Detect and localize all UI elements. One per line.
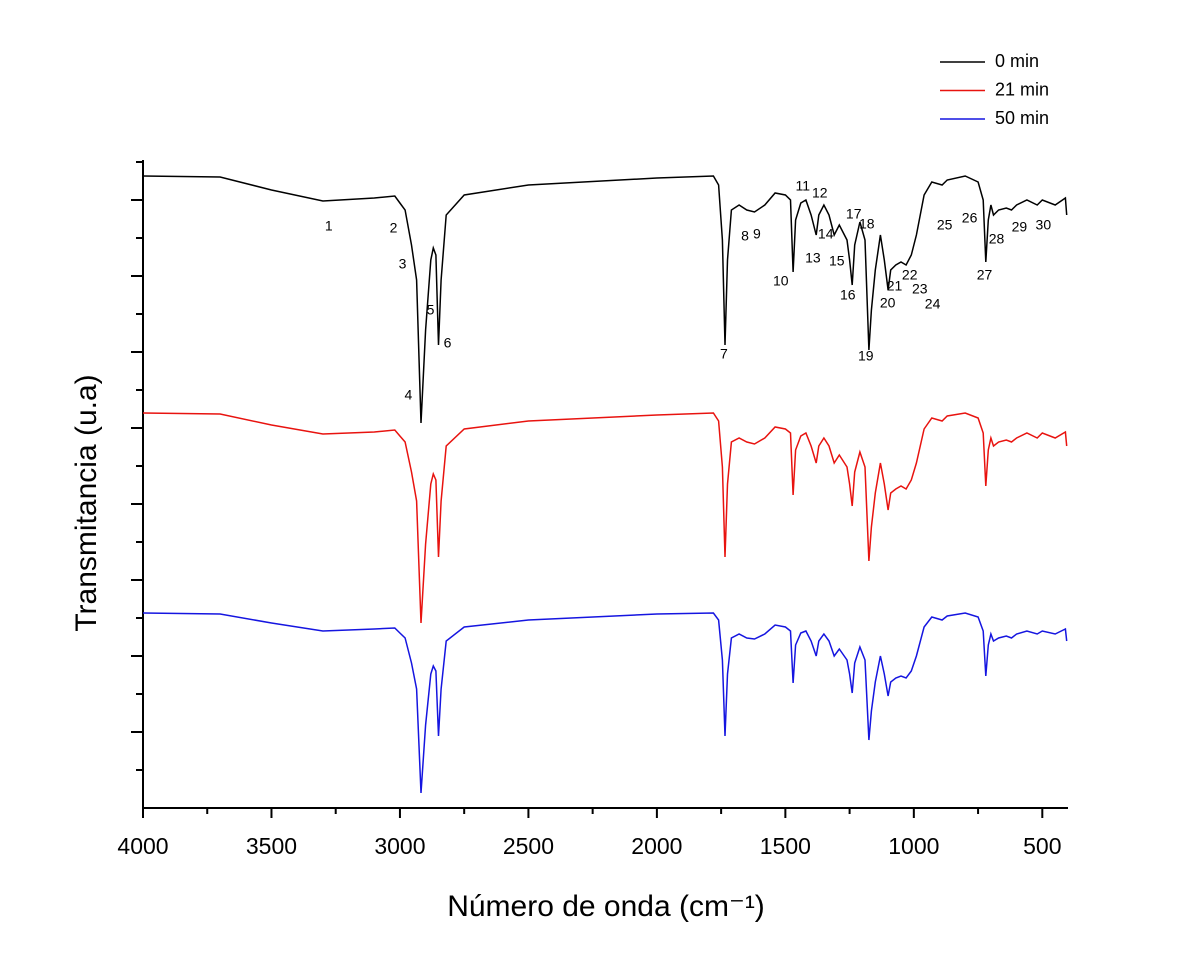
peak-label: 4 xyxy=(405,387,413,403)
peak-label: 18 xyxy=(859,216,875,232)
peak-label: 9 xyxy=(753,226,761,242)
series-line xyxy=(142,175,1068,424)
peak-label: 27 xyxy=(977,267,993,283)
series-line xyxy=(142,612,1068,794)
x-tick-label: 4000 xyxy=(117,833,168,859)
peak-label: 16 xyxy=(840,287,856,303)
peak-label: 1 xyxy=(325,218,333,234)
peak-label: 20 xyxy=(880,295,896,311)
peak-label: 24 xyxy=(925,296,941,312)
peak-label: 5 xyxy=(427,302,435,318)
peak-label: 23 xyxy=(912,281,928,297)
x-tick-label: 2500 xyxy=(503,833,554,859)
peak-label: 13 xyxy=(805,250,821,266)
peak-label: 26 xyxy=(962,210,978,226)
peak-label: 29 xyxy=(1012,219,1028,235)
peak-label: 12 xyxy=(812,185,828,201)
peak-label: 22 xyxy=(902,267,918,283)
peak-label: 19 xyxy=(858,348,874,364)
peak-label: 15 xyxy=(829,253,845,269)
x-tick-label: 2000 xyxy=(631,833,682,859)
peak-label: 2 xyxy=(390,220,398,236)
legend-label: 21 min xyxy=(995,79,1049,99)
x-tick-label: 1000 xyxy=(888,833,939,859)
peak-label: 21 xyxy=(887,278,903,294)
x-axis-label: Número de onda (cm⁻¹) xyxy=(447,890,765,923)
peak-label: 17 xyxy=(846,206,862,222)
peak-label: 10 xyxy=(773,273,789,289)
legend-label: 50 min xyxy=(995,108,1049,128)
peak-label: 7 xyxy=(720,346,728,362)
x-tick-label: 500 xyxy=(1023,833,1061,859)
peak-label: 3 xyxy=(399,256,407,272)
series-line xyxy=(142,412,1068,624)
peak-label: 28 xyxy=(989,231,1005,247)
peak-label: 25 xyxy=(937,217,953,233)
x-tick-label: 1500 xyxy=(760,833,811,859)
x-tick-label: 3000 xyxy=(374,833,425,859)
y-axis-label: Transmitancia (u.a) xyxy=(70,374,103,631)
peak-label: 11 xyxy=(796,178,811,194)
peak-label: 30 xyxy=(1036,217,1052,233)
peak-label: 6 xyxy=(444,335,452,351)
peak-label: 8 xyxy=(741,228,749,244)
peak-label: 14 xyxy=(818,226,834,242)
x-tick-label: 3500 xyxy=(246,833,297,859)
legend-label: 0 min xyxy=(995,51,1039,71)
